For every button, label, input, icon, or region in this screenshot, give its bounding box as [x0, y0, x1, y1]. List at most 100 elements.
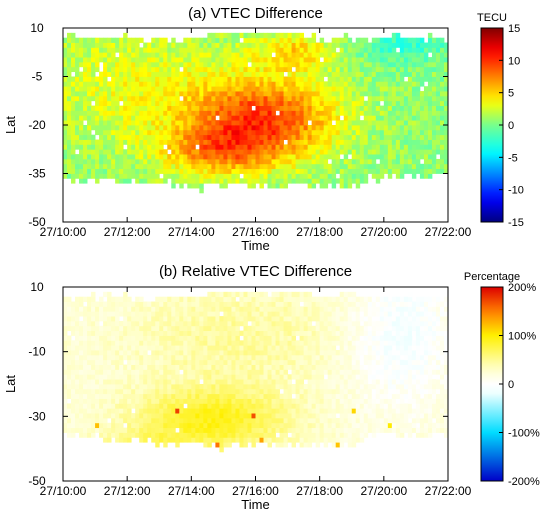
- heatmap-cell: [223, 292, 227, 297]
- heatmap-cell: [103, 302, 107, 307]
- heatmap-cell: [199, 159, 203, 164]
- heatmap-cell: [179, 413, 183, 418]
- heatmap-cell: [203, 350, 207, 355]
- heatmap-cell: [352, 159, 356, 164]
- heatmap-cell: [199, 52, 203, 57]
- heatmap-cell: [103, 101, 107, 106]
- heatmap-cell: [436, 106, 440, 111]
- heatmap-cell: [288, 106, 292, 111]
- heatmap-cell: [127, 91, 131, 96]
- heatmap-cell: [95, 106, 99, 111]
- heatmap-cell: [304, 408, 308, 413]
- heatmap-cell: [264, 144, 268, 149]
- heatmap-cell: [324, 340, 328, 345]
- heatmap-cell: [332, 183, 336, 188]
- heatmap-cell: [127, 115, 131, 120]
- heatmap-cell: [151, 47, 155, 52]
- heatmap-cell: [99, 302, 103, 307]
- heatmap-cell: [91, 350, 95, 355]
- heatmap-cell: [312, 106, 316, 111]
- y-tick-label: -5: [32, 70, 43, 84]
- heatmap-cell: [268, 379, 272, 384]
- heatmap-cell: [183, 101, 187, 106]
- heatmap-cell: [304, 302, 308, 307]
- heatmap-cell: [284, 47, 288, 52]
- heatmap-cell: [280, 345, 284, 350]
- heatmap-cell: [155, 326, 159, 331]
- heatmap-cell: [63, 159, 67, 164]
- heatmap-cell: [227, 369, 231, 374]
- heatmap-cell: [167, 43, 171, 48]
- heatmap-cell: [340, 355, 344, 360]
- heatmap-cell: [308, 384, 312, 389]
- x-tick-label: 27/14:00: [168, 225, 215, 239]
- heatmap-cell: [280, 374, 284, 379]
- heatmap-cell: [247, 340, 251, 345]
- heatmap-cell: [256, 81, 260, 86]
- heatmap-cell: [251, 140, 255, 145]
- heatmap-cell: [300, 437, 304, 442]
- heatmap-cell: [316, 403, 320, 408]
- heatmap-cell: [312, 174, 316, 179]
- heatmap-cell: [79, 96, 83, 101]
- heatmap-cell: [171, 423, 175, 428]
- heatmap-cell: [95, 336, 99, 341]
- heatmap-cell: [147, 47, 151, 52]
- heatmap-cell: [99, 355, 103, 360]
- heatmap-cell: [432, 81, 436, 86]
- heatmap-cell: [227, 149, 231, 154]
- heatmap-cell: [300, 169, 304, 174]
- heatmap-cell: [131, 345, 135, 350]
- heatmap-cell: [324, 336, 328, 341]
- heatmap-cell: [316, 144, 320, 149]
- heatmap-cell: [372, 135, 376, 140]
- heatmap-cell: [119, 340, 123, 345]
- heatmap-cell: [280, 52, 284, 57]
- heatmap-cell: [107, 428, 111, 433]
- heatmap-cell: [215, 101, 219, 106]
- heatmap-cell: [123, 178, 127, 183]
- heatmap-cell: [127, 302, 131, 307]
- heatmap-cell: [67, 77, 71, 82]
- heatmap-cell: [79, 326, 83, 331]
- heatmap-cell: [99, 350, 103, 355]
- heatmap-cell: [79, 408, 83, 413]
- heatmap-cell: [235, 96, 239, 101]
- heatmap-cell: [312, 164, 316, 169]
- heatmap-cell: [151, 120, 155, 125]
- heatmap-cell: [215, 316, 219, 321]
- heatmap-cell: [256, 418, 260, 423]
- heatmap-cell: [119, 47, 123, 52]
- heatmap-cell: [143, 101, 147, 106]
- heatmap-cell: [251, 437, 255, 442]
- heatmap-cell: [304, 101, 308, 106]
- heatmap-cell: [179, 130, 183, 135]
- heatmap-cell: [67, 130, 71, 135]
- heatmap-cell: [336, 38, 340, 43]
- heatmap-cell: [79, 331, 83, 336]
- heatmap-cell: [276, 423, 280, 428]
- heatmap-cell: [284, 159, 288, 164]
- heatmap-cell: [231, 437, 235, 442]
- heatmap-cell: [300, 345, 304, 350]
- heatmap-cell: [404, 120, 408, 125]
- heatmap-cell: [396, 77, 400, 82]
- heatmap-cell: [103, 67, 107, 72]
- heatmap-cell: [340, 336, 344, 341]
- heatmap-cell: [151, 159, 155, 164]
- heatmap-cell: [276, 340, 280, 345]
- heatmap-cell: [127, 437, 131, 442]
- heatmap-cell: [332, 433, 336, 438]
- heatmap-cell: [324, 101, 328, 106]
- heatmap-cell: [179, 336, 183, 341]
- heatmap-cell: [195, 86, 199, 91]
- heatmap-cell: [308, 365, 312, 370]
- heatmap-cell: [308, 110, 312, 115]
- heatmap-cell: [260, 350, 264, 355]
- heatmap-cell: [159, 52, 163, 57]
- heatmap-cell: [87, 81, 91, 86]
- heatmap-cell: [107, 174, 111, 179]
- heatmap-cell: [107, 311, 111, 316]
- heatmap-cell: [388, 81, 392, 86]
- heatmap-cell: [268, 403, 272, 408]
